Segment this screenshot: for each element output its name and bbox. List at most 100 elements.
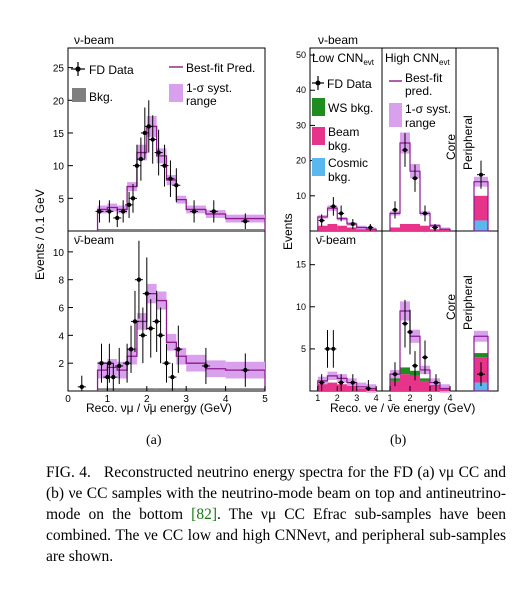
a-top-ytick-label-1: 10 — [53, 162, 65, 173]
panel-b-xlabel: Reco. νe / ν̄e energy (GeV) — [330, 401, 475, 415]
panel-a-top-plot — [95, 100, 266, 231]
a-bot-bkg-bar-7 — [166, 388, 177, 391]
a-top-ytick-label-3: 20 — [53, 96, 65, 107]
peripheral-label-top: Peripheral — [461, 115, 475, 170]
a-top-data-point-6 — [134, 163, 140, 168]
b-xtick-label-low-0: 1 — [315, 393, 320, 403]
b-bot-low-beam-bkg-4 — [356, 388, 367, 391]
a-top-bkg-bar-0 — [97, 229, 108, 231]
a-top-data-point-3 — [120, 209, 126, 214]
a-bot-bkg-bar-3 — [127, 388, 137, 391]
a-top-data-point-12 — [162, 163, 167, 168]
legend-b-syst-label-2: range — [405, 116, 436, 130]
legend-b-data-label: FD Data — [327, 77, 372, 91]
panel-a-legend: FD Data Bkg. Best-fit Pred. 1-σ syst. ra… — [71, 61, 255, 108]
a-bot-data-point-3 — [107, 360, 112, 366]
b-xtick-label-high-2: 3 — [427, 393, 432, 403]
a-top-data-point-13 — [168, 176, 173, 181]
a-bot-bkg-bar-0 — [97, 388, 108, 391]
a-top-bkg-bar-10 — [205, 229, 226, 231]
a-top-bkg-bar-5 — [146, 229, 157, 231]
b-bot-high-ws-bkg-3 — [420, 378, 430, 381]
a-top-data-point-15 — [191, 209, 197, 214]
panel-a-bottom-plot — [77, 240, 266, 391]
a-bot-bkg-bar-2 — [117, 388, 128, 391]
legend-b-pred-label-1: Best-fit — [405, 71, 443, 85]
panel-b-top-plot — [317, 132, 489, 232]
a-bot-ytick-label-3: 8 — [58, 276, 64, 287]
a-top-data-point-8 — [142, 130, 148, 136]
caption-text-2: . The νμ CC Efrac sub-samples have been … — [46, 506, 506, 565]
b-top-per-data — [479, 172, 483, 177]
b-bot-high-prediction-line — [389, 310, 451, 391]
legend-data-label: FD Data — [89, 63, 134, 77]
a-xtick-label-3: 3 — [183, 394, 189, 405]
a-bot-data-point-12 — [148, 326, 153, 331]
legend-data-marker-dot — [75, 66, 81, 72]
high-cnn-label: High CNNevt — [385, 51, 450, 67]
a-bot-data-point-8 — [132, 319, 138, 324]
a-top-ytick-label-4: 25 — [53, 64, 65, 75]
a-bot-data-point-9 — [136, 277, 142, 282]
panel-a: 5 10 15 20 25 2 4 6 8 10 0 1 2 3 4 5 ν-beam ν̄-beam Eve… — [33, 33, 268, 415]
caption-reference[interactable]: [82] — [191, 506, 217, 523]
low-cnn-label: Low CNNevt — [312, 51, 375, 67]
a-bot-bkg-bar-9 — [186, 388, 206, 391]
legend-pred-label: Best-fit Pred. — [186, 61, 255, 75]
b-top-per-cosmic — [474, 220, 488, 231]
figure-caption: FIG. 4. Reconstructed neutrino energy sp… — [46, 462, 506, 567]
a-top-data-point-5 — [130, 196, 136, 201]
a-xtick-label-4: 4 — [223, 394, 229, 405]
b-top-low-beam-bkg-2 — [337, 225, 347, 231]
a-bot-data-point-7 — [128, 347, 134, 352]
a-top-prediction-line — [96, 125, 266, 231]
panel-b-ylabel: Events — [281, 213, 295, 250]
legend-syst-swatch — [169, 84, 183, 102]
b-top-high-data-point-0 — [393, 207, 397, 212]
b-bot-per-data — [479, 372, 483, 377]
b-bot-high-data-point-4 — [423, 355, 427, 360]
a-top-bkg-bar-8 — [176, 229, 187, 231]
b-top-low-beam-bkg-1 — [327, 223, 338, 231]
b-bot-low-beam-bkg-2 — [337, 384, 347, 391]
b-xtick-label-high-1: 2 — [407, 393, 412, 403]
b-bot-low-beam-bkg-1 — [327, 382, 338, 391]
a-bot-data-point-14 — [158, 333, 163, 338]
a-top-data-point-9 — [146, 124, 151, 129]
legend-b-beam-swatch — [312, 127, 325, 145]
a-top-data-point-1 — [107, 209, 112, 214]
b-bot-high-beam-bkg-3 — [420, 380, 430, 391]
legend-bkg-label: Bkg. — [89, 90, 113, 104]
panel-b: 10 20 30 40 50 5 10 15 1 1 2 2 3 3 4 4 ν-beam ν̄-beam E… — [281, 33, 499, 415]
b-bot-high-beam-bkg-4 — [430, 385, 440, 391]
panel-b-ticks: 10 20 30 40 50 5 10 15 1 1 2 2 3 3 4 4 — [296, 50, 453, 403]
a-bot-data-point-4 — [111, 374, 116, 380]
legend-b-cosmic-swatch — [312, 158, 325, 176]
b-bot-ytick-label-0: 5 — [301, 344, 306, 354]
b-bot-high-beam-bkg-5 — [440, 389, 450, 391]
panel-a-xlabel: Reco. νμ / ν̄μ energy (GeV) — [86, 401, 232, 415]
legend-b-pred-label-2: pred. — [405, 84, 432, 98]
b-bot-high-data-point-0 — [393, 372, 397, 377]
a-xtick-label-2: 2 — [144, 394, 150, 405]
peripheral-label-bottom: Peripheral — [461, 275, 475, 330]
b-top-low-data-point-3 — [350, 221, 355, 226]
legend-b-cosmic-label-2: bkg. — [328, 170, 351, 184]
a-top-data-point-14 — [174, 183, 179, 188]
a-bot-data-point-15 — [164, 360, 169, 366]
a-xtick-label-1: 1 — [105, 394, 111, 405]
a-top-ytick-label-0: 5 — [58, 194, 64, 205]
b-top-ytick-label-1: 20 — [296, 156, 306, 166]
panel-b-bottom-title: ν̄-beam — [316, 233, 356, 247]
b-top-low-beam-bkg-3 — [346, 227, 357, 231]
a-bot-bkg-bar-1 — [107, 388, 118, 391]
b-bot-high-ws-bkg-4 — [430, 385, 440, 386]
b-bot-low-beam-bkg-5 — [366, 389, 377, 391]
b-bot-high-beam-bkg-2 — [410, 375, 420, 391]
b-bot-per-cosmic — [474, 382, 488, 391]
panel-a-ylabel: Events / 0.1 GeV — [33, 189, 47, 280]
a-bot-data-point-2 — [105, 374, 110, 380]
legend-bkg-swatch — [72, 88, 86, 102]
a-bot-data-point-13 — [154, 319, 159, 324]
